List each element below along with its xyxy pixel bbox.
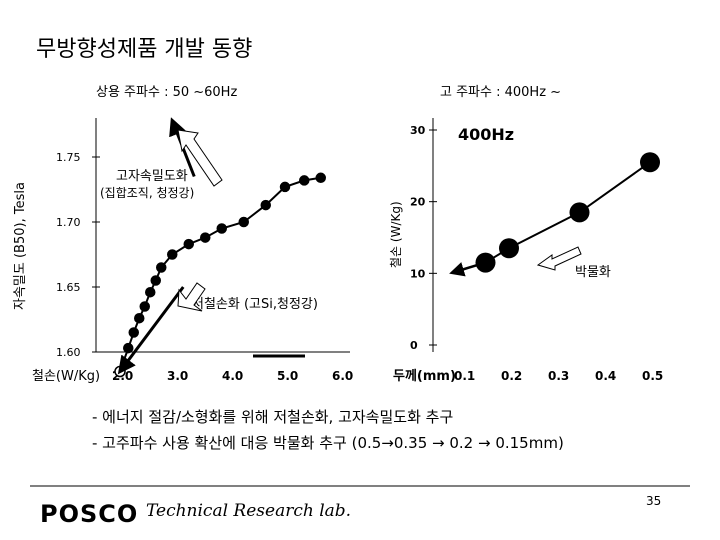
left-series-line xyxy=(119,176,321,372)
right-chart-ylabel: 철손 (W/Kg) xyxy=(389,201,403,268)
right-chart-xlabel: 두께(mm) xyxy=(393,369,456,384)
right-x-tick-label: 0.2 xyxy=(501,369,522,383)
left-chart-x-ticks: 2.03.04.05.06.0 xyxy=(112,369,353,383)
left-data-point xyxy=(150,275,161,286)
left-x-tick-label: 5.0 xyxy=(277,369,298,383)
right-series-line xyxy=(484,161,651,264)
hollow-arrow-thin xyxy=(536,246,582,271)
left-chart-axes xyxy=(95,118,350,353)
left-x-tick-label: 4.0 xyxy=(222,369,243,383)
right-chart-x-ticks: 0.1 0.2 0.3 0.4 0.5 xyxy=(454,369,663,383)
left-data-point xyxy=(260,199,271,211)
left-data-point xyxy=(145,286,156,298)
right-data-point xyxy=(475,252,496,273)
left-data-point xyxy=(216,223,227,234)
left-data-point xyxy=(279,181,291,193)
right-x-tick-label: 0.5 xyxy=(642,369,663,383)
left-y-tick-label: 1.75 xyxy=(56,151,81,164)
left-data-point xyxy=(167,249,178,260)
left-chart-title: 상용 주파수 : 50 ~60Hz xyxy=(96,85,237,100)
right-chart-series xyxy=(449,152,660,277)
right-chart-legend-label: 400Hz xyxy=(458,125,514,144)
left-x-tick-label: 6.0 xyxy=(332,369,353,383)
label-thin: 박물화 xyxy=(575,265,611,280)
right-data-point xyxy=(499,238,519,259)
right-data-point xyxy=(640,152,660,173)
posco-logo: POSCO xyxy=(40,500,138,528)
left-data-point xyxy=(315,172,326,184)
left-y-tick-label: 1.70 xyxy=(56,216,81,229)
left-data-point xyxy=(238,216,249,228)
left-trend-arrow xyxy=(117,286,185,375)
hollow-arrow-high-flux xyxy=(177,129,223,187)
left-y-tick-label: 1.60 xyxy=(56,346,81,359)
label-high-flux-sub: (집합조직, 청정강) xyxy=(100,186,194,200)
right-x-tick-label: 0.1 xyxy=(454,369,475,383)
left-data-point xyxy=(123,342,134,354)
right-y-tick-label: 20 xyxy=(410,196,426,209)
left-data-point xyxy=(200,232,211,243)
right-data-point xyxy=(569,202,590,223)
left-data-point xyxy=(156,262,167,273)
left-x-tick-label: 3.0 xyxy=(167,369,188,383)
left-chart-xlabel: 철손(W/Kg) xyxy=(32,369,100,384)
left-data-point xyxy=(299,175,310,186)
left-data-point xyxy=(128,327,139,338)
right-x-tick-label: 0.4 xyxy=(595,369,616,383)
slide-title: 무방향성제품 개발 동향 xyxy=(36,37,252,62)
left-data-point xyxy=(134,312,145,324)
left-y-tick-label: 1.65 xyxy=(56,281,81,294)
label-low-loss: 저철손화 (고Si,청정강) xyxy=(192,297,318,312)
right-x-tick-label: 0.3 xyxy=(548,369,569,383)
left-chart-y-ticks: 1.60 1.65 1.70 1.75 xyxy=(56,151,100,359)
bullet-2: - 고주파수 사용 확산에 대응 박물화 추구 (0.5→0.35 → 0.2 … xyxy=(92,434,564,452)
label-high-flux: 고자속밀도화 xyxy=(116,169,188,184)
right-y-tick-label: 30 xyxy=(410,124,426,137)
left-data-point xyxy=(139,301,150,312)
left-chart-series xyxy=(114,117,326,378)
footer-lab: Technical Research lab. xyxy=(146,501,351,521)
right-y-tick-label: 10 xyxy=(410,267,426,280)
right-y-tick-label: 0 xyxy=(410,339,418,352)
page-number: 35 xyxy=(646,494,661,508)
left-chart-ylabel: 자속밀도 (B50), Tesla xyxy=(13,182,28,310)
hollow-arrow-low-loss xyxy=(177,282,206,312)
bullet-1: - 에너지 절감/소형화를 위해 저철손화, 고자속밀도화 추구 xyxy=(92,408,453,426)
left-data-point xyxy=(183,238,194,250)
right-chart-y-ticks: 0 10 20 30 xyxy=(410,124,437,352)
right-chart-title: 고 주파수 : 400Hz ~ xyxy=(440,85,561,100)
